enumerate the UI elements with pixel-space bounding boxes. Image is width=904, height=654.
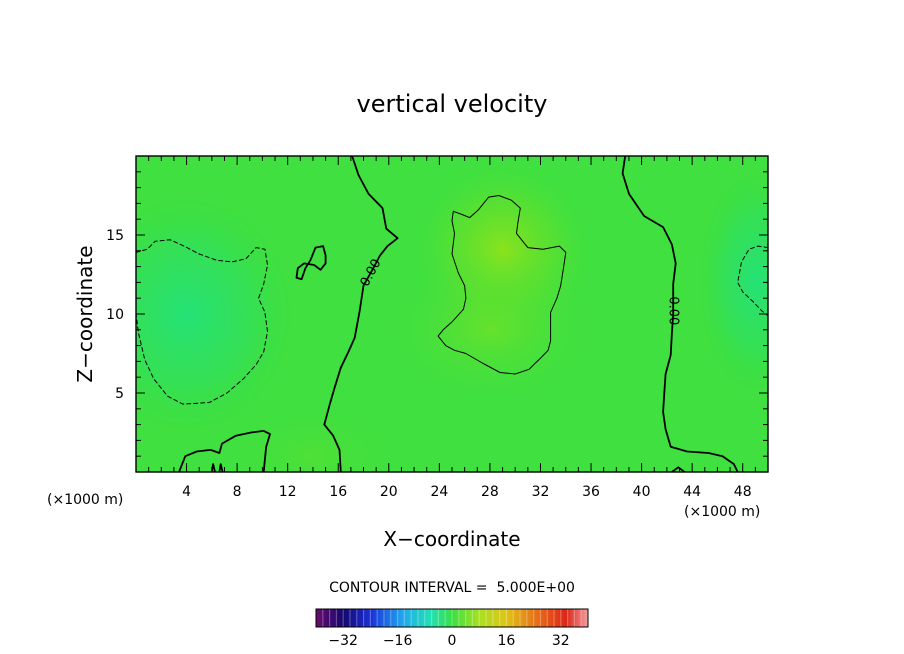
x-tick-labels: 4 8 12 16 20 24 28 32 36 40 44 48 [182,484,752,500]
contour-line-5 [737,245,768,317]
contour-line-2 [437,195,567,375]
contour-line-1 [621,156,739,472]
contour-line-3 [295,245,327,281]
colorbar-tick-label-3: 16 [497,633,515,649]
y-tick-label-15: 15 [106,228,124,244]
y-axis-label: Z−coordinate [73,245,97,382]
contour-line-9 [671,466,686,472]
x-tick-label-4: 4 [182,484,191,500]
contour-line-0 [323,156,399,472]
axis-ticks [136,156,768,472]
colorbar-fill [316,609,588,627]
field-shade-3 [698,171,768,393]
field-shade-1 [376,250,604,409]
x-tick-label-32: 32 [532,484,550,500]
x-tick-label-36: 36 [582,484,600,500]
y-tick-labels: 5 10 15 [106,228,124,402]
x-tick-label-20: 20 [380,484,398,500]
field-shade-4 [211,400,415,472]
colorbar-stripes [322,609,582,627]
colorbar-tick-label-2: 0 [448,633,457,649]
contour-lines [136,156,768,472]
x-unit-label: (×1000 m) [684,504,760,520]
y-tick-label-10: 10 [106,307,124,323]
y-unit-label: (×1000 m) [47,492,123,508]
contour-line-8 [218,463,224,472]
contour-label-1: 0.00 [666,296,681,325]
colorbar-tick-label-0: −32 [328,633,358,649]
x-tick-label-28: 28 [481,484,499,500]
x-tick-label-24: 24 [430,484,448,500]
field-shade-2 [136,195,294,433]
x-tick-label-12: 12 [279,484,297,500]
y-tick-label-5: 5 [115,386,124,402]
colorbar-frame [315,608,589,628]
x-tick-label-8: 8 [233,484,242,500]
velocity-field [136,156,768,472]
x-axis-label: X−coordinate [383,527,520,551]
colorbar-tick-label-4: 32 [552,633,570,649]
x-tick-label-48: 48 [734,484,752,500]
x-tick-label-16: 16 [329,484,347,500]
contour-interval-label: CONTOUR INTERVAL = 5.000E+00 [329,580,575,596]
x-tick-label-44: 44 [683,484,701,500]
colorbar: −32 −16 0 16 32 [315,608,589,649]
contour-line-4 [136,239,268,405]
colorbar-tick-label-1: −16 [383,633,413,649]
colorbar-tick-labels: −32 −16 0 16 32 [328,633,569,649]
contour-line-6 [178,429,271,472]
chart-title: vertical velocity [357,90,548,118]
x-tick-label-40: 40 [633,484,651,500]
